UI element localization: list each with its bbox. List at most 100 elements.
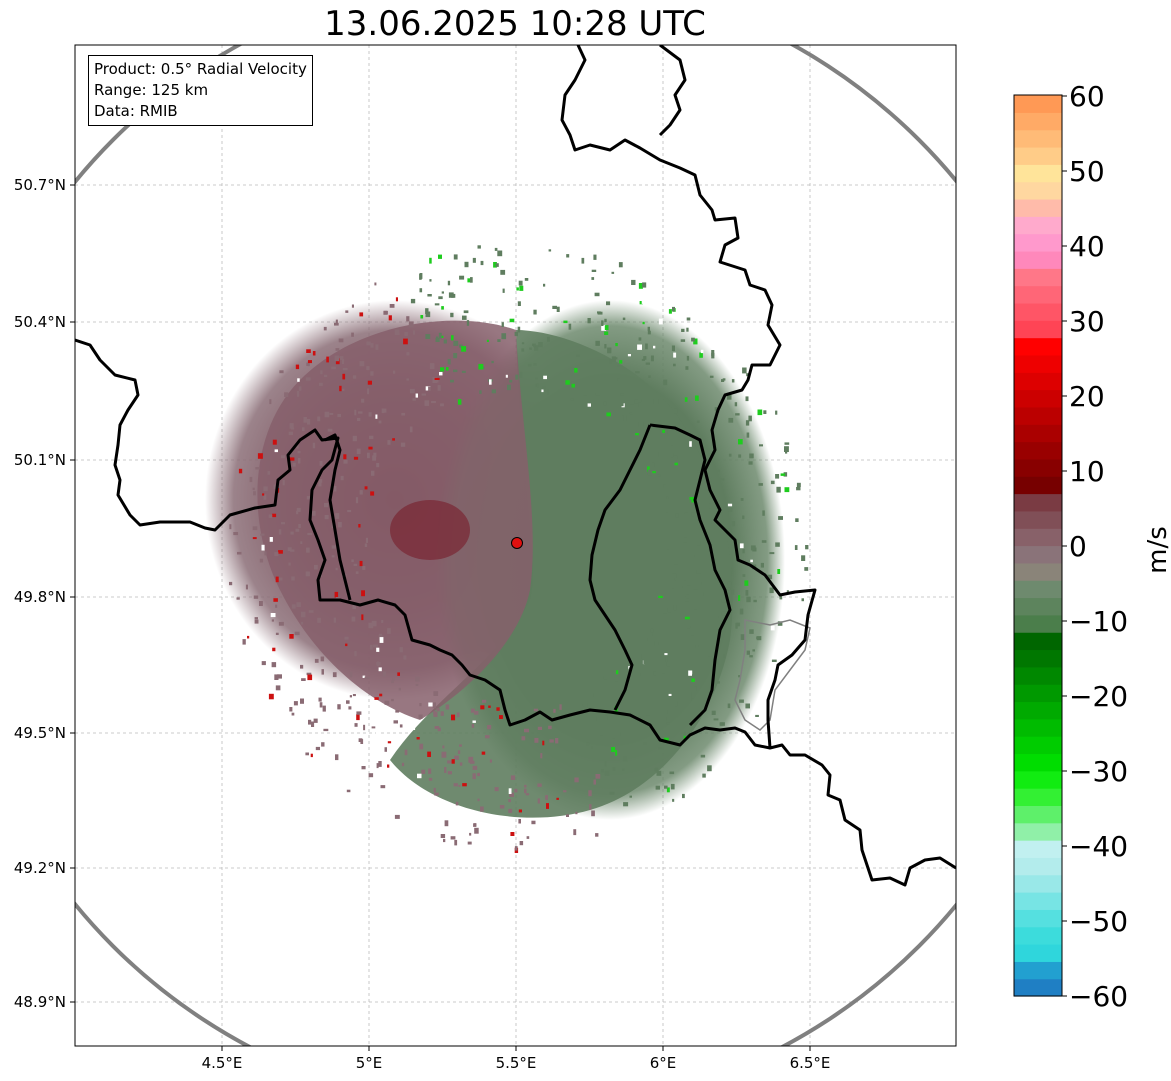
echo-speckle [722, 599, 726, 603]
echo-speckle [296, 444, 299, 449]
echo-speckle [738, 439, 743, 445]
echo-speckle [319, 702, 323, 708]
echo-speckle [464, 261, 469, 268]
echo-speckle [769, 587, 774, 594]
echo-speckle [670, 783, 675, 790]
echo-speckle [609, 791, 615, 795]
echo-speckle [262, 493, 265, 496]
echo-speckle [459, 344, 463, 348]
echo-speckle [713, 718, 719, 721]
echo-speckle [636, 399, 642, 403]
echo-speckle [418, 714, 423, 719]
echo-speckle [477, 245, 481, 249]
echo-speckle [543, 375, 547, 380]
echo-speckle [444, 767, 447, 773]
echo-speckle [722, 654, 725, 659]
echo-speckle [432, 702, 436, 709]
echo-speckle [429, 279, 432, 282]
echo-speckle [326, 356, 329, 363]
echo-speckle [801, 592, 805, 599]
echo-speckle [672, 306, 675, 312]
echo-speckle [300, 698, 304, 704]
colorbar-segment [1014, 216, 1062, 235]
echo-speckle [689, 499, 692, 504]
echo-speckle [760, 562, 764, 568]
echo-speckle [574, 368, 578, 373]
echo-speckle [364, 486, 368, 490]
echo-speckle [606, 412, 611, 417]
echo-speckle [625, 676, 628, 680]
echo-speckle [662, 613, 668, 616]
echo-speckle [269, 537, 273, 542]
lon-tick-label: 6.5°E [790, 1054, 831, 1072]
echo-speckle [290, 427, 295, 430]
echo-speckle [351, 332, 354, 337]
echo-speckle [297, 451, 301, 454]
echo-speckle [294, 631, 300, 636]
echo-speckle [477, 798, 480, 802]
echo-speckle [488, 705, 491, 708]
echo-speckle [409, 426, 413, 433]
echo-speckle [383, 310, 388, 315]
lon-tick-label: 5°E [356, 1054, 383, 1072]
echo-speckle [406, 352, 410, 356]
echo-speckle [593, 716, 597, 722]
colorbar-tick-label: 20 [1069, 380, 1105, 413]
echo-speckle [713, 615, 719, 619]
echo-speckle [399, 724, 403, 728]
echo-speckle [745, 396, 749, 402]
echo-speckle [419, 288, 423, 293]
echo-speckle [627, 354, 631, 357]
echo-speckle [612, 767, 616, 771]
echo-speckle [587, 403, 591, 407]
echo-speckle [425, 386, 431, 391]
echo-speckle [671, 586, 675, 589]
echo-speckle [593, 693, 597, 698]
echo-speckle [587, 318, 591, 324]
colorbar-segment [1014, 389, 1062, 408]
echo-speckle [453, 340, 459, 346]
echo-speckle [519, 285, 524, 291]
echo-speckle [306, 547, 310, 553]
colorbar-tick-label: 60 [1069, 80, 1105, 113]
echo-speckle [593, 254, 597, 260]
echo-speckle [801, 596, 804, 602]
echo-speckle [518, 819, 521, 824]
echo-speckle [415, 676, 420, 682]
echo-speckle [636, 673, 641, 677]
echo-speckle [428, 386, 431, 391]
echo-speckle [323, 326, 327, 331]
echo-speckle [553, 708, 556, 713]
echo-speckle [287, 547, 292, 552]
echo-speckle [400, 442, 406, 447]
echo-speckle [637, 344, 642, 350]
echo-speckle [428, 777, 433, 781]
echo-speckle [354, 723, 358, 727]
echo-speckle [647, 437, 650, 443]
colorbar-tick-label: −30 [1069, 755, 1128, 788]
echo-speckle [378, 761, 382, 767]
echo-speckle [434, 726, 440, 729]
echo-speckle [342, 367, 348, 371]
echo-speckle [671, 345, 675, 352]
echo-speckle [611, 271, 615, 274]
echo-speckle [296, 510, 299, 515]
echo-speckle [583, 395, 588, 401]
echo-speckle [334, 591, 339, 598]
colorbar-segment [1014, 892, 1062, 910]
echo-speckle [658, 747, 663, 750]
echo-speckle [614, 357, 618, 360]
echo-speckle [529, 347, 532, 350]
echo-speckle [338, 338, 344, 343]
colorbar-segment [1014, 562, 1062, 581]
echo-speckle [388, 315, 392, 321]
echo-speckle [641, 653, 645, 660]
echo-speckle [301, 678, 306, 681]
echo-speckle [403, 338, 408, 345]
echo-speckle [493, 262, 497, 268]
echo-speckle [717, 659, 720, 665]
echo-speckle [372, 455, 377, 461]
echo-speckle [510, 832, 515, 836]
echo-speckle [387, 764, 390, 768]
echo-speckle [629, 729, 633, 733]
